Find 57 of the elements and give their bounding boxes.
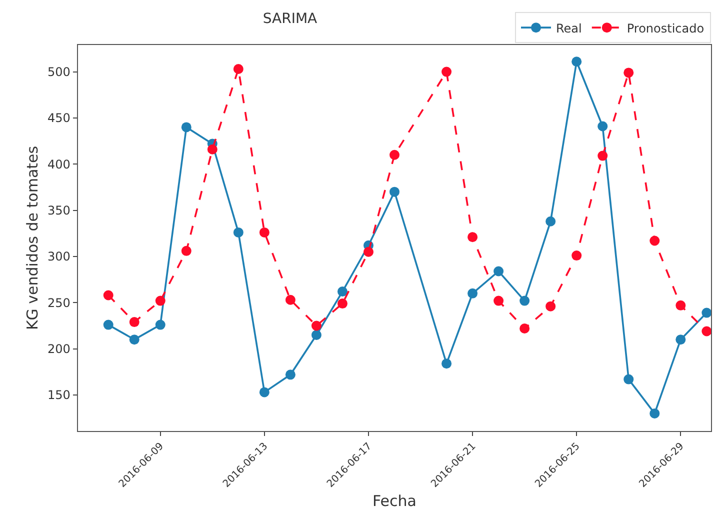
point <box>311 320 322 331</box>
y-tick-label: 250 <box>48 296 70 310</box>
y-tick-label: 200 <box>48 342 70 356</box>
point <box>598 150 608 161</box>
point <box>233 227 244 238</box>
y-tick-label: 450 <box>48 111 70 126</box>
legend-label: Real <box>556 21 582 36</box>
point <box>546 216 556 226</box>
point <box>103 290 114 300</box>
point <box>103 320 114 330</box>
point <box>337 286 348 297</box>
point <box>546 301 556 312</box>
point <box>702 326 711 336</box>
x-axis-title: Fecha <box>372 492 416 510</box>
y-tick-label: 400 <box>48 157 70 172</box>
point <box>337 298 348 309</box>
point <box>129 317 140 328</box>
point <box>572 250 582 261</box>
point <box>442 358 452 369</box>
point <box>363 246 374 257</box>
y-tick-label: 500 <box>48 64 70 79</box>
y-tick-label: 150 <box>48 388 70 402</box>
point <box>676 300 686 310</box>
point <box>285 294 296 305</box>
point <box>285 370 296 380</box>
point <box>311 330 322 340</box>
point <box>494 266 504 276</box>
y-axis-title: KG vendidos de tomates <box>24 146 42 330</box>
point <box>233 64 244 74</box>
point <box>155 320 166 330</box>
point <box>572 56 582 67</box>
y-tick-label: 350 <box>48 204 70 218</box>
point <box>702 308 711 318</box>
point <box>624 68 634 78</box>
point <box>129 334 140 345</box>
point <box>494 296 504 306</box>
point <box>155 296 166 306</box>
point <box>259 387 270 398</box>
point <box>181 246 192 256</box>
point <box>207 144 218 154</box>
point <box>181 122 192 132</box>
point <box>650 408 660 418</box>
point <box>598 121 608 132</box>
point <box>259 227 270 238</box>
chart-title: SARIMA <box>262 11 318 28</box>
point <box>624 374 634 384</box>
point <box>468 288 478 298</box>
point <box>650 236 660 246</box>
point <box>468 232 478 242</box>
point <box>390 150 400 160</box>
point <box>390 186 400 197</box>
point <box>442 66 452 77</box>
point <box>520 324 530 334</box>
point <box>520 296 530 306</box>
point <box>676 334 686 345</box>
y-tick-label: 300 <box>48 250 70 264</box>
legend-label: Pronosticado <box>626 21 704 36</box>
